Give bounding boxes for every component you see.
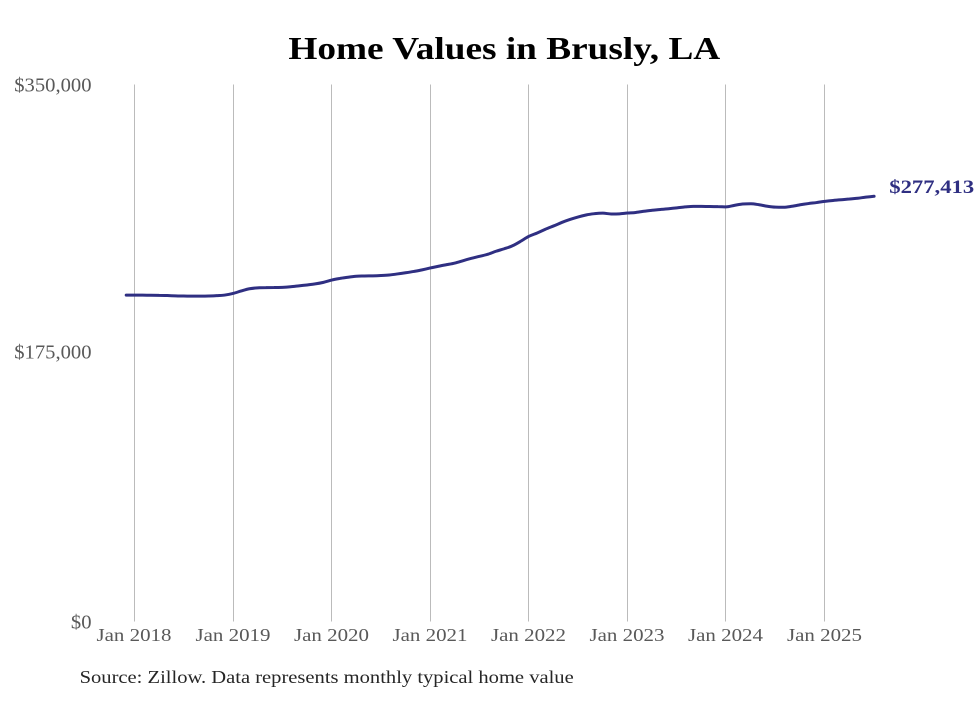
svg-text:Jan 2018: Jan 2018 bbox=[97, 626, 172, 645]
svg-text:Jan 2021: Jan 2021 bbox=[393, 626, 468, 645]
svg-text:Home Values in Brusly, LA: Home Values in Brusly, LA bbox=[288, 32, 720, 67]
svg-text:$0: $0 bbox=[71, 612, 92, 634]
svg-text:Jan 2020: Jan 2020 bbox=[294, 626, 369, 645]
svg-text:Jan 2023: Jan 2023 bbox=[590, 626, 665, 645]
svg-text:Source: Zillow. Data represent: Source: Zillow. Data represents monthly … bbox=[80, 668, 574, 688]
svg-text:$175,000: $175,000 bbox=[14, 342, 91, 364]
svg-text:Jan 2022: Jan 2022 bbox=[491, 626, 566, 645]
svg-text:Jan 2024: Jan 2024 bbox=[688, 626, 763, 645]
svg-text:$350,000: $350,000 bbox=[14, 75, 91, 97]
svg-text:Jan 2019: Jan 2019 bbox=[196, 626, 271, 645]
svg-text:$277,413: $277,413 bbox=[889, 178, 974, 198]
svg-text:Jan 2025: Jan 2025 bbox=[787, 626, 862, 645]
